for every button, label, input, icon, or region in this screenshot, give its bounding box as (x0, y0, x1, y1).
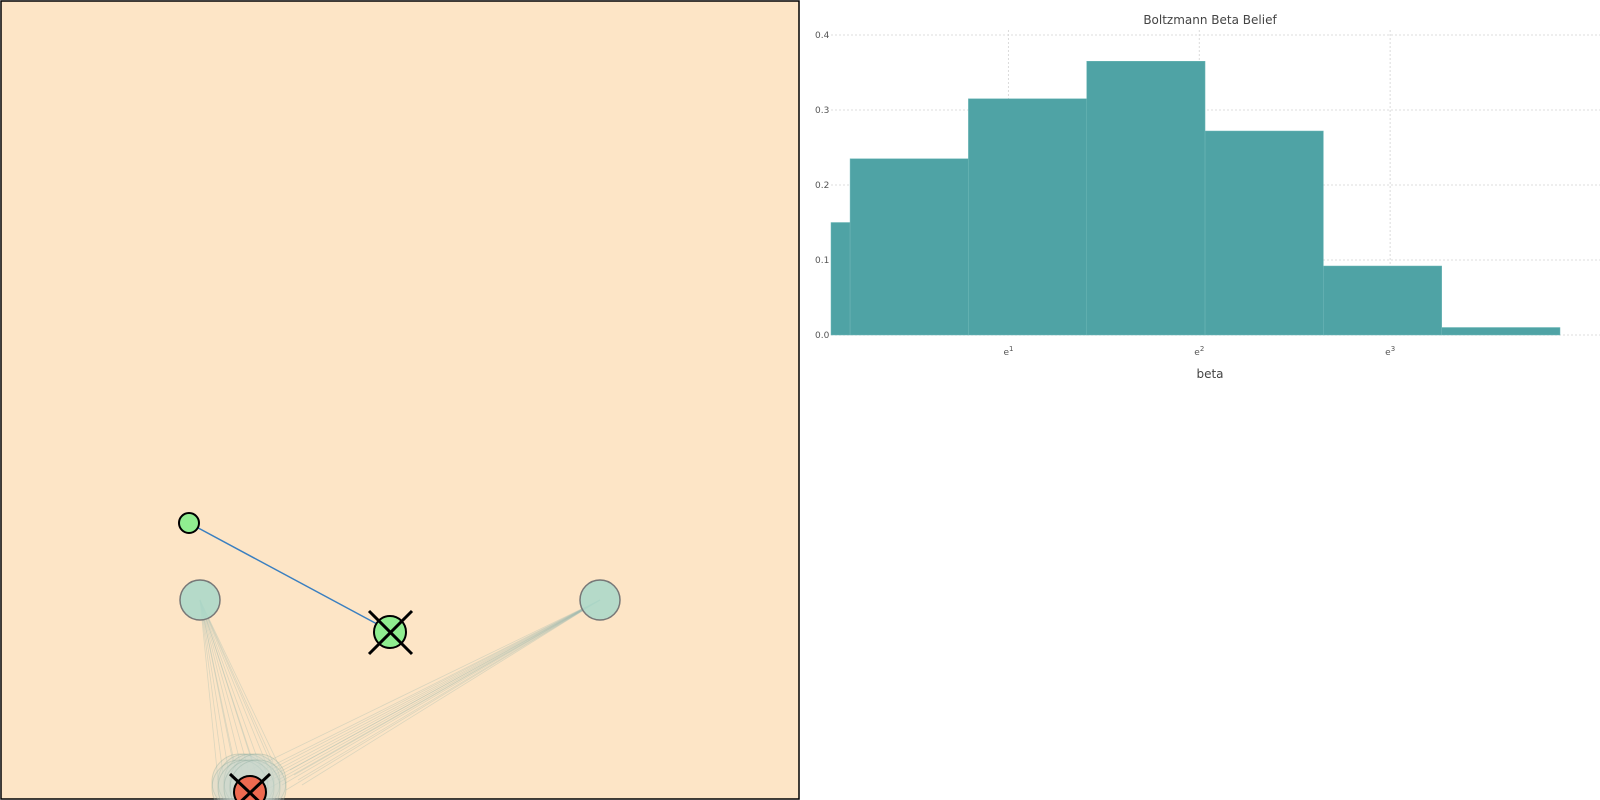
histogram-bar (849, 158, 969, 336)
y-tick-label: 0.4 (815, 31, 830, 41)
prediction-line (199, 599, 264, 775)
y-axis-ticks: 0.0 0.1 0.2 0.3 0.4 (815, 31, 830, 341)
prediction-line (289, 599, 601, 771)
prediction-line (249, 599, 601, 771)
prediction-line (253, 599, 601, 776)
prediction-line (199, 599, 284, 775)
goal-circle-right (579, 579, 621, 621)
chart-title: Boltzmann Beta Belief (1143, 13, 1277, 27)
prediction-line (199, 599, 269, 769)
prediction-line (293, 599, 601, 776)
histogram-bar (968, 98, 1087, 336)
prediction-line (257, 599, 601, 781)
y-tick-label: 0.2 (815, 181, 829, 191)
prediction-line (199, 599, 254, 763)
simulation-background (0, 0, 800, 800)
histogram-bar (1086, 61, 1206, 336)
robot-x-line (228, 772, 260, 800)
prediction-line (199, 599, 244, 775)
prediction-line (277, 599, 601, 781)
prediction-line (285, 599, 601, 791)
chart-bars (830, 61, 1561, 336)
prediction-line (199, 599, 279, 781)
prediction-line (261, 599, 601, 786)
histogram-bar (1441, 327, 1561, 336)
beta-belief-chart: Boltzmann Beta Belief 0.0 0.1 0.2 0.3 0.4 e1… (800, 0, 1600, 400)
prediction-line (199, 599, 239, 781)
y-tick-label: 0.1 (815, 256, 829, 266)
target-x-line (367, 609, 414, 656)
simulation-canvas (0, 0, 800, 800)
x-tick-label: e2 (1194, 345, 1204, 358)
prediction-line (199, 599, 249, 769)
prediction-line (199, 599, 224, 775)
prediction-line (199, 599, 259, 781)
prediction-line (297, 599, 601, 781)
goal-circle-left (179, 579, 221, 621)
agent-circle (178, 512, 200, 534)
prediction-line (281, 599, 601, 786)
robot-circle (233, 775, 267, 800)
simulation-panel (0, 0, 800, 800)
y-tick-label: 0.0 (815, 331, 830, 341)
prediction-line (199, 599, 219, 781)
prediction-line (269, 599, 601, 771)
prediction-line (199, 599, 234, 763)
y-tick-label: 0.3 (815, 106, 829, 116)
agent-path-line (188, 522, 391, 632)
robot-x-line (240, 772, 272, 800)
x-axis-ticks: e1 e2 e3 (1003, 345, 1395, 358)
prediction-line (273, 599, 601, 776)
prediction-line (199, 599, 229, 769)
prediction-line (265, 599, 601, 791)
prediction-line (199, 599, 274, 763)
histogram-bar (1204, 130, 1324, 336)
prediction-lines (199, 599, 601, 791)
x-tick-label: e1 (1003, 345, 1013, 358)
x-axis-label: beta (1196, 367, 1223, 381)
prediction-line (301, 599, 601, 786)
robot-marker (228, 772, 272, 800)
agent-target-marker (367, 609, 414, 656)
histogram-bar (1323, 265, 1442, 336)
chart-canvas: Boltzmann Beta Belief 0.0 0.1 0.2 0.3 0.4 e1… (815, 13, 1600, 381)
x-tick-label: e3 (1385, 345, 1395, 358)
histogram-bar (830, 222, 851, 336)
